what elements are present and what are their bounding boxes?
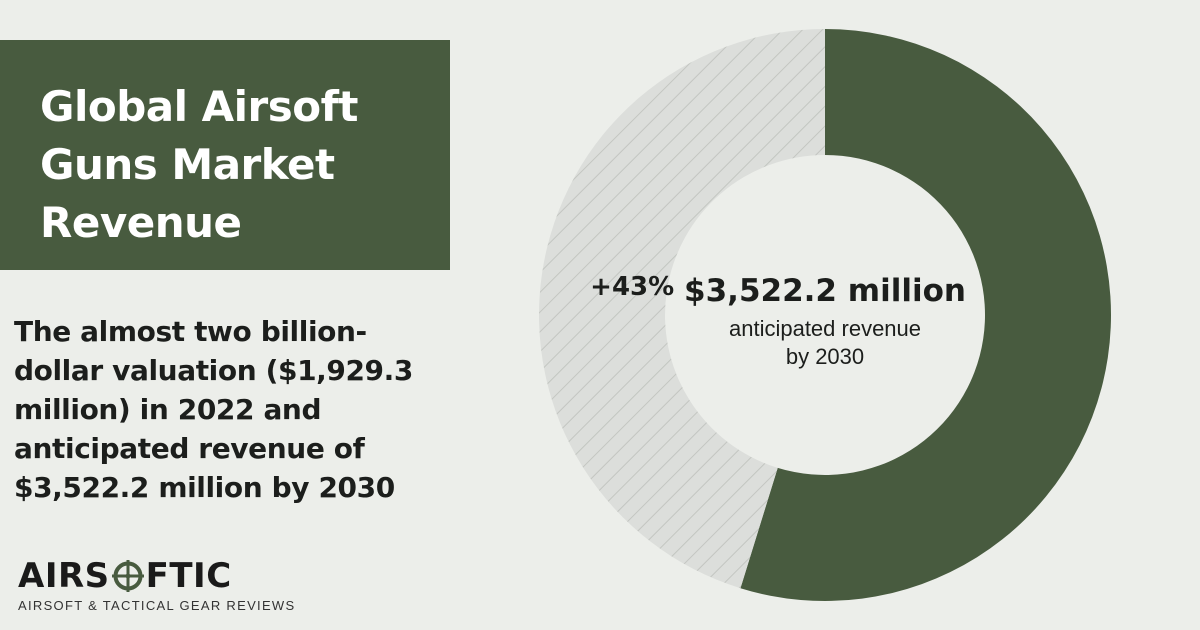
title-panel: Global Airsoft Guns Market Revenue [0, 40, 450, 270]
slice-label: +43% [590, 272, 674, 302]
brand-name-part1: AIRS [18, 556, 110, 596]
center-note-line2: by 2030 [786, 344, 864, 369]
crosshair-icon [111, 559, 145, 593]
center-note-line1: anticipated revenue [729, 316, 921, 341]
donut-slice-growth [539, 29, 825, 589]
center-value: $3,522.2 million [684, 273, 966, 309]
brand-wordmark: AIRS FTIC [18, 558, 295, 594]
brand-name-part2: FTIC [145, 556, 232, 596]
brand-logo: AIRS FTIC AIRSOFT & TACTICAL GEAR REVIEW… [18, 558, 295, 613]
page-title: Global Airsoft Guns Market Revenue [40, 82, 358, 247]
description-text: The almost two billion-dollar valuation … [14, 315, 413, 504]
brand-tagline: AIRSOFT & TACTICAL GEAR REVIEWS [18, 598, 296, 613]
donut-slice-base [740, 29, 1111, 601]
